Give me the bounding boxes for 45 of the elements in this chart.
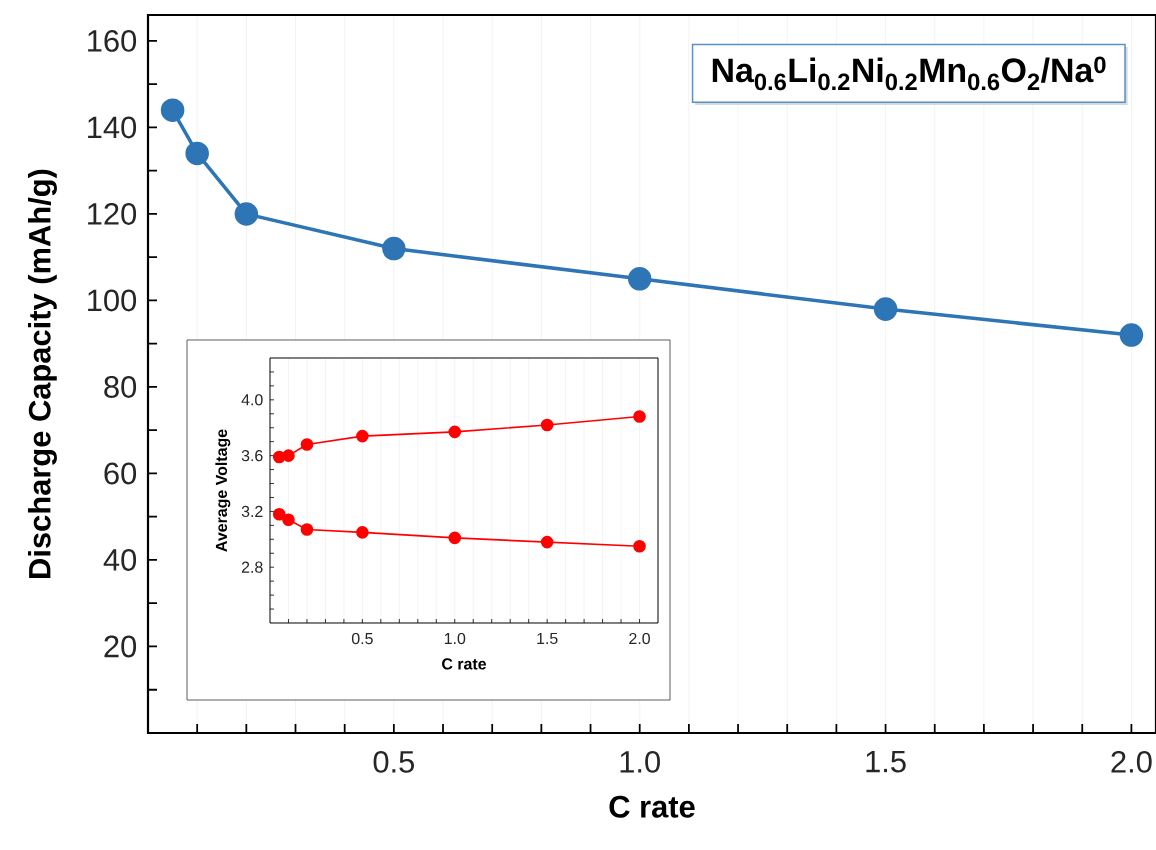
x-tick-label: 1.0 [620,750,660,773]
point [356,526,369,539]
text: Na$_{0.6}$Li$_{0.2}$Ni$_{0.2}$Mn$_{0.6}$O$_{2}$/Na$^{0}$ [712,56,1106,91]
point [448,425,462,439]
x-tick-label: 2.0 [1111,750,1152,773]
x-tick-label: 1.5 [537,632,558,645]
x-axis-title: C rate [442,658,487,670]
x-axis-title: C rate [609,795,695,818]
point [185,141,209,166]
y-tick-label: 80 [104,376,137,398]
point [540,535,554,549]
x-tick-label: 1.0 [444,632,466,645]
point [282,513,295,527]
y-tick-label: 2.8 [241,561,263,573]
point [282,449,295,462]
x-tick-label: 2.0 [629,632,650,645]
y-tick-label: 3.2 [241,505,263,518]
point [540,418,554,432]
point [300,523,314,536]
point [272,507,286,521]
y-tick-label: 40 [103,549,137,571]
y-axis-title: Average Voltage [215,429,231,552]
y-tick-label: 60 [104,462,137,485]
point [873,297,898,321]
y-tick-label: 120 [88,203,137,225]
x-tick-label: 1.5 [866,750,906,773]
y-tick-label: 100 [88,289,137,312]
point [356,429,369,443]
point [633,410,646,423]
y-tick-label: 4.0 [241,394,263,406]
x-tick-label: 0.5 [351,632,373,645]
point [1119,323,1144,347]
y-tick-label: 160 [88,30,137,52]
point [448,531,462,545]
point [234,202,259,226]
y-tick-label: 3.6 [241,449,263,462]
x-tick-label: 0.5 [373,750,415,773]
y-tick-label: 140 [88,116,137,139]
y-axis-title: Discharge Capacity (mAh/g) [27,169,57,578]
point [633,539,646,553]
y-tick-label: 20 [104,635,137,658]
point [627,267,652,291]
point [160,98,185,122]
point [382,236,406,261]
point [300,438,314,451]
